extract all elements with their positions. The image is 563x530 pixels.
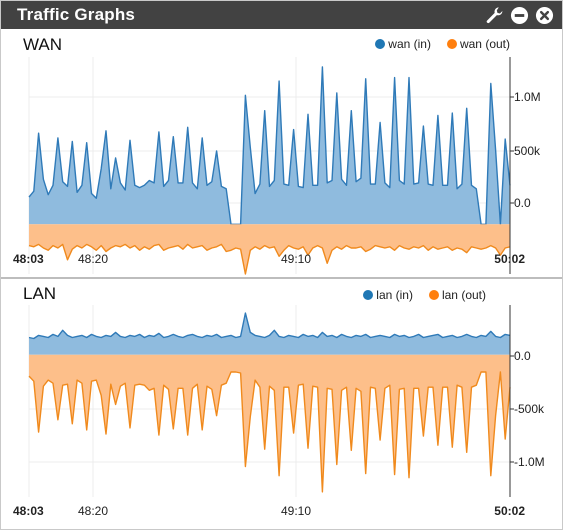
y-tick-label: -500k — [514, 402, 545, 416]
legend-dot-out — [428, 290, 439, 300]
widget-controls — [485, 5, 554, 25]
close-icon[interactable] — [535, 6, 554, 25]
legend-lan-in-label: lan (in) — [376, 288, 413, 302]
panel-divider — [1, 277, 562, 279]
legend-wan-in-label: wan (in) — [388, 37, 431, 51]
wan-title: WAN — [23, 35, 63, 54]
x-tick-label: 48:03 — [13, 504, 44, 518]
lan-out-line — [28, 371, 511, 493]
lan-chart: 0.0 -500k -1.0M 48:03 48:20 49:10 50:02 — [13, 305, 545, 518]
y-tick-label: 0.0 — [514, 349, 531, 363]
legend-wan-in[interactable]: wan (in) — [375, 37, 431, 51]
wan-panel: WAN wan (in) wan (out) — [1, 29, 562, 277]
x-tick-label: 48:03 — [13, 252, 44, 266]
wan-in-area — [29, 66, 510, 225]
y-tick-label: -1.0M — [514, 455, 545, 469]
lan-legend: lan (in) lan (out) — [363, 288, 486, 302]
wan-in-line — [28, 66, 511, 225]
wrench-icon[interactable] — [485, 6, 504, 25]
legend-dot-in — [375, 39, 386, 49]
x-tick-label: 49:10 — [281, 504, 311, 518]
lan-title: LAN — [23, 284, 57, 303]
y-tick-label: 0.0 — [514, 196, 531, 210]
lan-out-area — [29, 354, 510, 492]
legend-lan-out-label: lan (out) — [441, 288, 486, 302]
wan-chart: 1.0M 500k 0.0 48:03 48:20 49:10 50:02 — [13, 57, 541, 275]
widget-titlebar: Traffic Graphs — [1, 1, 562, 29]
wan-out-area — [29, 224, 510, 274]
widget-title: Traffic Graphs — [17, 5, 136, 24]
minimize-icon[interactable] — [510, 6, 529, 25]
legend-lan-in[interactable]: lan (in) — [363, 288, 413, 302]
x-tick-label: 48:20 — [78, 504, 108, 518]
legend-wan-out[interactable]: wan (out) — [446, 37, 510, 51]
legend-wan-out-label: wan (out) — [459, 37, 510, 51]
legend-dot-out — [446, 39, 457, 49]
x-tick-label: 50:02 — [494, 504, 525, 518]
legend-lan-out[interactable]: lan (out) — [428, 288, 486, 302]
x-tick-label: 50:02 — [494, 252, 525, 266]
x-tick-label: 48:20 — [78, 252, 108, 266]
y-tick-label: 1.0M — [514, 90, 541, 104]
wan-legend: wan (in) wan (out) — [375, 37, 510, 51]
wan-out-line — [28, 243, 511, 275]
lan-in-area — [29, 313, 510, 355]
lan-in-line — [28, 312, 511, 340]
y-tick-label: 500k — [514, 144, 541, 158]
x-tick-label: 49:10 — [281, 252, 311, 266]
lan-panel: LAN lan (in) lan (out) — [1, 279, 562, 529]
legend-dot-in — [363, 290, 374, 300]
